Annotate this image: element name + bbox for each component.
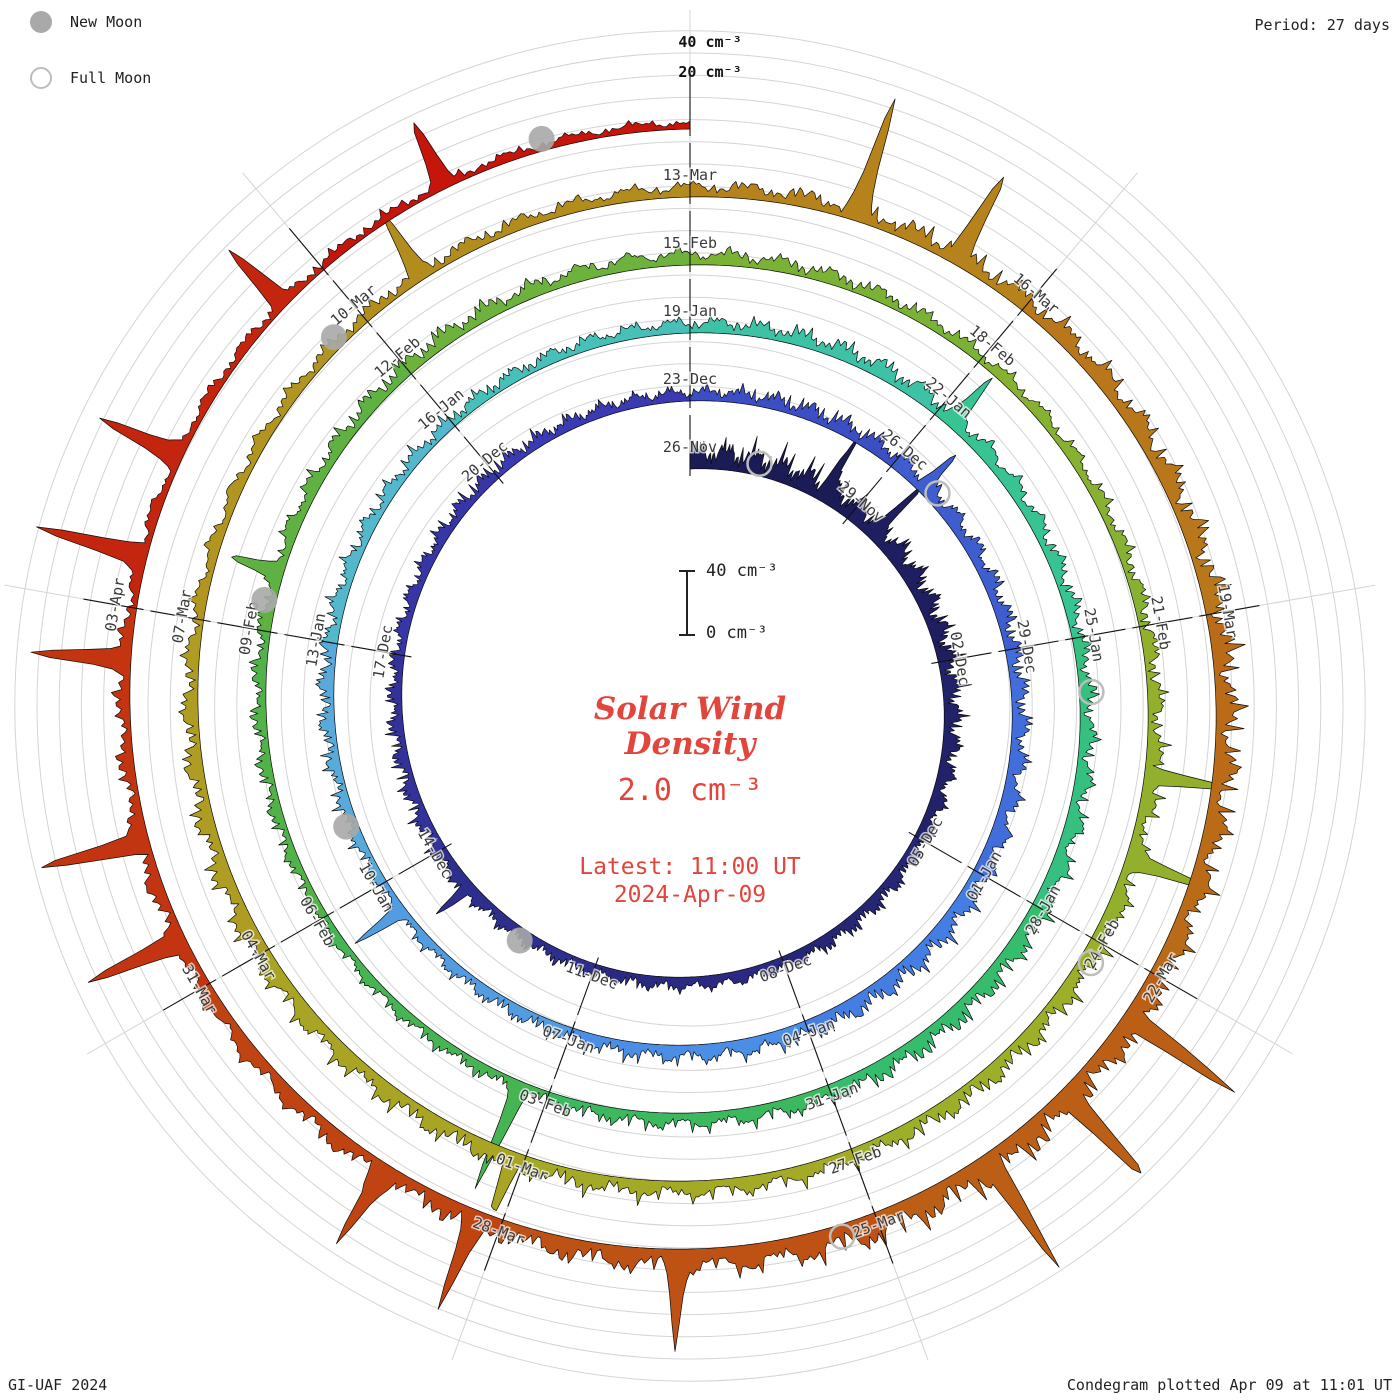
date-label: 14-Dec: [414, 825, 457, 881]
date-label: 19-Jan: [663, 302, 717, 320]
legend-row-full-moon: Full Moon: [30, 66, 151, 90]
spiral-band: [781, 835, 925, 968]
date-label: 15-Feb: [663, 234, 717, 252]
latest-date-label: 2024-Apr-09: [613, 882, 767, 909]
density-spiral: [30, 98, 1249, 1352]
current-density-value: 2.0 cm⁻³: [617, 773, 763, 809]
credit-label: GI-UAF 2024: [8, 1376, 108, 1394]
full-moon-marker: [746, 450, 773, 477]
spiral-band: [592, 956, 785, 995]
spiral-band: [390, 467, 500, 657]
spiral-band: [492, 385, 691, 479]
spiral-band: [36, 249, 325, 609]
new-moon-marker: [320, 324, 347, 351]
date-label: 22-Mar: [1140, 950, 1183, 1006]
date-label: 10-Jan: [355, 859, 398, 915]
spiral-band: [1032, 635, 1102, 914]
moon-markers: [251, 125, 1105, 1250]
outer-scale-40: 40 cm⁻³: [678, 33, 742, 51]
full-moon-marker: [1078, 678, 1105, 706]
date-label: 05-Dec: [904, 814, 947, 870]
center-scale-0-label: 0 cm⁻³: [706, 623, 768, 643]
spiral-band: [248, 629, 329, 918]
center-scale-cap-bottom: [679, 634, 695, 636]
new-moon-marker: [506, 927, 533, 954]
chart-title-line1: Solar Wind: [593, 691, 787, 727]
spiral-band: [384, 653, 446, 856]
new-moon-marker: [251, 586, 278, 613]
date-label: 26-Nov: [663, 438, 717, 456]
spiral-band: [30, 606, 211, 990]
spiral-band: [689, 98, 1035, 311]
spiral-band: [1150, 613, 1249, 979]
date-label: 31-Mar: [178, 961, 221, 1017]
date-ticks: [83, 75, 1260, 1271]
new-moon-label: New Moon: [70, 13, 143, 31]
date-label: 25-Jan: [1080, 607, 1107, 663]
full-moon-marker: [924, 480, 951, 507]
chart-title-line2: Density: [624, 725, 756, 762]
date-label: 28-Jan: [1022, 882, 1065, 938]
spiral-band: [569, 1020, 810, 1067]
center-scale-cap-top: [679, 570, 695, 572]
full-moon-label: Full Moon: [70, 69, 152, 87]
spiral-band: [521, 1148, 861, 1206]
full-moon-icon: [30, 67, 52, 89]
date-label: 23-Dec: [663, 370, 717, 388]
spiral-band: [914, 659, 973, 841]
plotted-timestamp-label: Condegram plotted Apr 09 at 11:01 UT: [1066, 1376, 1392, 1394]
moon-legend: New Moon Full Moon: [30, 10, 151, 122]
new-moon-marker: [528, 125, 555, 152]
full-moon-marker: [1077, 949, 1105, 977]
outer-scale-20: 20 cm⁻³: [678, 63, 742, 81]
legend-row-new-moon: New Moon: [30, 10, 151, 34]
new-moon-icon: [30, 11, 52, 33]
center-scale-bar: [686, 571, 688, 635]
latest-time-label: Latest: 11:00 UT: [579, 854, 801, 881]
new-moon-marker: [333, 813, 360, 840]
spiral-band: [498, 1212, 888, 1352]
center-annotation: Solar Wind Density 2.0 cm⁻³ Latest: 11:0…: [579, 691, 801, 909]
spiral-band: [874, 971, 1236, 1268]
date-label: 13-Mar: [663, 166, 717, 184]
date-label: 01-Jan: [963, 848, 1006, 904]
full-moon-marker: [828, 1223, 856, 1250]
period-label: Period: 27 days: [1254, 16, 1390, 34]
center-scale-40-label: 40 cm⁻³: [706, 561, 778, 581]
